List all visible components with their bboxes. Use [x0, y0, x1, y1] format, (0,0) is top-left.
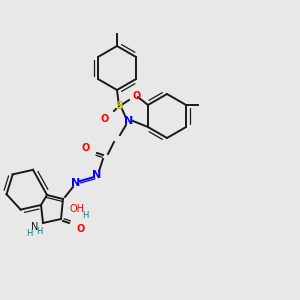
Text: N: N — [71, 178, 81, 188]
Text: O: O — [133, 91, 141, 101]
Text: O: O — [101, 114, 109, 124]
Text: O: O — [82, 143, 90, 153]
Text: H: H — [36, 226, 42, 236]
Text: OH: OH — [70, 204, 85, 214]
Text: O: O — [77, 224, 85, 234]
Text: H: H — [26, 229, 32, 238]
Text: N: N — [92, 170, 102, 180]
Text: N: N — [124, 116, 134, 126]
Text: H: H — [82, 212, 88, 220]
Text: S: S — [115, 101, 123, 111]
Text: N: N — [31, 222, 39, 232]
